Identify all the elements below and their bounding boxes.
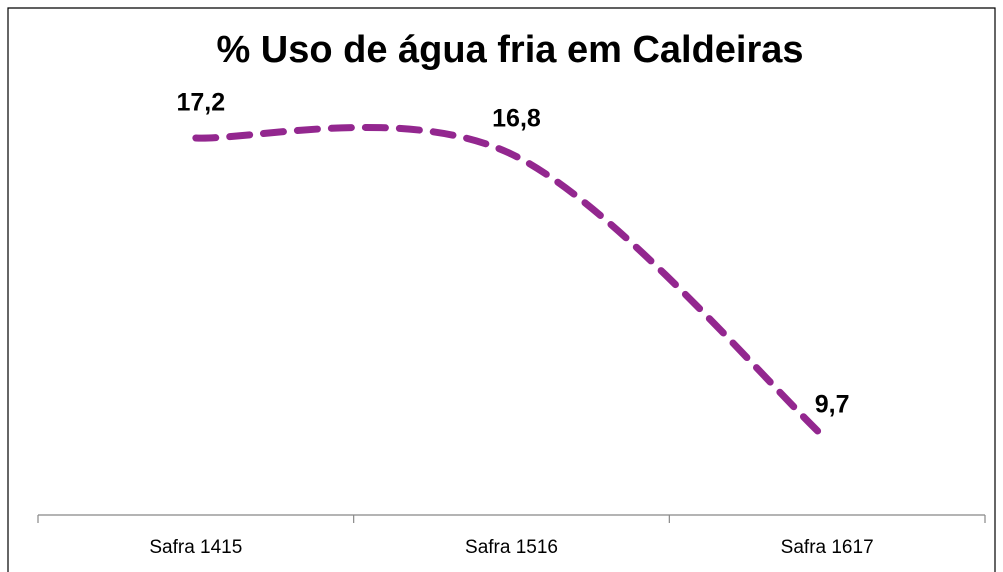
x-tick-label: Safra 1415 — [149, 537, 242, 558]
chart-title: % Uso de água fria em Caldeiras — [216, 29, 803, 71]
data-label: 16,8 — [492, 105, 541, 133]
x-tick-label: Safra 1516 — [465, 537, 558, 558]
x-tick-label: Safra 1617 — [781, 537, 874, 558]
data-line — [192, 123, 831, 444]
chart-frame — [7, 7, 996, 572]
data-label: 17,2 — [176, 89, 225, 117]
data-label: 9,7 — [815, 391, 850, 419]
